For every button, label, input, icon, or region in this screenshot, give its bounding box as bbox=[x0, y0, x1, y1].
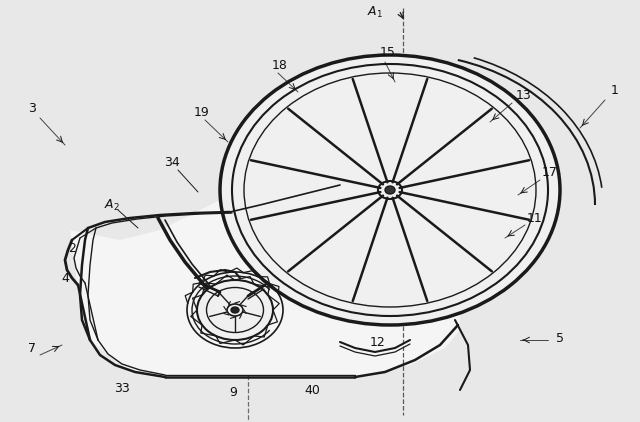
Ellipse shape bbox=[385, 186, 395, 194]
Ellipse shape bbox=[197, 280, 273, 340]
Text: 11: 11 bbox=[527, 211, 543, 225]
Text: 2: 2 bbox=[68, 241, 76, 254]
Text: 9: 9 bbox=[229, 387, 237, 400]
Text: 19: 19 bbox=[194, 106, 210, 119]
Text: 18: 18 bbox=[272, 59, 288, 71]
Polygon shape bbox=[70, 175, 460, 378]
Text: $A_2$: $A_2$ bbox=[104, 197, 120, 213]
Text: 1: 1 bbox=[611, 84, 619, 97]
Text: 12: 12 bbox=[370, 335, 386, 349]
Text: 15: 15 bbox=[380, 46, 396, 59]
Text: $A_1$: $A_1$ bbox=[367, 5, 383, 19]
Text: 4: 4 bbox=[61, 271, 69, 284]
Ellipse shape bbox=[378, 181, 402, 199]
Text: 13: 13 bbox=[516, 89, 532, 102]
Text: 5: 5 bbox=[556, 332, 564, 344]
Ellipse shape bbox=[220, 55, 560, 325]
Ellipse shape bbox=[227, 304, 243, 316]
Text: 34: 34 bbox=[164, 155, 180, 168]
Text: 33: 33 bbox=[114, 381, 130, 395]
Ellipse shape bbox=[231, 307, 239, 313]
Text: 40: 40 bbox=[304, 384, 320, 397]
Text: 17: 17 bbox=[542, 165, 558, 179]
Text: 3: 3 bbox=[28, 102, 36, 114]
Text: 7: 7 bbox=[28, 341, 36, 354]
